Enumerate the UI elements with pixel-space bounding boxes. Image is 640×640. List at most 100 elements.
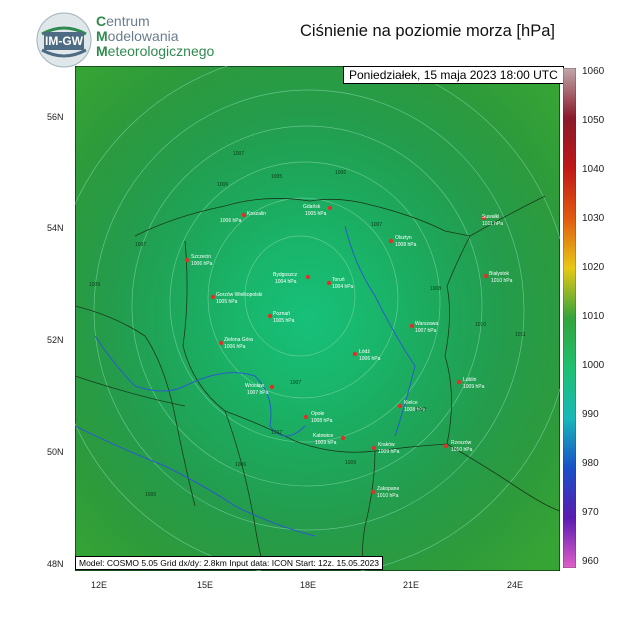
svg-text:Białystok: Białystok (489, 271, 510, 277)
svg-text:1009 hPa: 1009 hPa (315, 440, 337, 446)
svg-text:1009: 1009 (345, 460, 356, 466)
svg-text:1008 hPa: 1008 hPa (395, 242, 417, 248)
svg-text:1007: 1007 (290, 380, 301, 386)
lat-label-52n: 52N (47, 335, 64, 345)
colorbar-label-1010: 1010 (582, 311, 605, 322)
lon-label-21e: 21E (403, 580, 420, 590)
rivers (75, 225, 416, 537)
lat-label-56n: 56N (47, 112, 64, 122)
imgw-logo: IM-GW (36, 12, 92, 68)
svg-text:1010: 1010 (475, 322, 486, 328)
svg-text:Kielce: Kielce (404, 400, 418, 406)
svg-text:Gdańsk: Gdańsk (303, 204, 321, 210)
svg-text:1005: 1005 (145, 492, 156, 498)
svg-text:1009 hPa: 1009 hPa (378, 449, 400, 455)
isobar-labels: 1005 1007 1006 1007 1009 1007 1008 1010 … (89, 151, 526, 498)
svg-text:Koszalin: Koszalin (247, 211, 266, 217)
svg-text:1007: 1007 (233, 151, 244, 157)
svg-text:1005 hPa: 1005 hPa (305, 211, 327, 217)
svg-text:1006 hPa: 1006 hPa (191, 261, 213, 267)
svg-text:Wrocław: Wrocław (245, 383, 264, 389)
isobars (75, 66, 560, 571)
svg-text:Gorzów Wielkopolski: Gorzów Wielkopolski (216, 292, 262, 298)
svg-text:1006: 1006 (217, 182, 228, 188)
svg-text:1006: 1006 (335, 170, 346, 176)
pressure-field (75, 66, 560, 571)
svg-text:Rzeszów: Rzeszów (451, 440, 472, 446)
svg-text:Olsztyn: Olsztyn (395, 235, 412, 241)
svg-text:1008: 1008 (430, 286, 441, 292)
svg-text:1007 hPa: 1007 hPa (415, 328, 437, 334)
colorbar-label-1060: 1060 (582, 66, 605, 77)
lon-label-12e: 12E (91, 580, 108, 590)
svg-text:IM-GW: IM-GW (45, 34, 84, 48)
svg-text:Opole: Opole (311, 411, 325, 417)
svg-text:Kraków: Kraków (378, 442, 395, 448)
svg-text:Łódź: Łódź (359, 349, 370, 355)
svg-text:1005: 1005 (271, 174, 282, 180)
org-name: Centrum Modelowania Meteorologicznego (96, 14, 214, 59)
svg-text:1005 hPa: 1005 hPa (216, 299, 238, 305)
svg-text:Zielona Góra: Zielona Góra (224, 337, 253, 343)
svg-text:1011 hPa: 1011 hPa (482, 221, 503, 227)
svg-text:Lublin: Lublin (463, 377, 477, 383)
colorbar-label-990: 990 (582, 409, 599, 420)
colorbar-label-1000: 1000 (582, 360, 605, 371)
org-name-cap-1: C (96, 13, 107, 29)
colorbar-label-1040: 1040 (582, 164, 605, 175)
svg-text:1006 hPa: 1006 hPa (224, 344, 246, 350)
svg-text:Toruń: Toruń (332, 277, 345, 283)
svg-text:Suwałki: Suwałki (482, 214, 499, 220)
model-info: Model: COSMO 5.05 Grid dx/dy: 2.8km Inpu… (75, 556, 384, 570)
svg-text:1007: 1007 (271, 430, 282, 436)
borders (75, 195, 560, 571)
org-name-cap-3: M (96, 43, 108, 59)
svg-text:1005 hPa: 1005 hPa (273, 318, 295, 324)
map-title: Ciśnienie na poziomie morza [hPa] (300, 22, 555, 40)
svg-text:1008 hPa: 1008 hPa (404, 407, 426, 413)
org-name-line-1: entrum (106, 13, 150, 29)
colorbar-label-960: 960 (582, 556, 599, 567)
svg-text:1007: 1007 (371, 222, 382, 228)
svg-text:1011: 1011 (515, 332, 526, 338)
pressure-colorbar (563, 68, 576, 568)
svg-text:1006 hPa: 1006 hPa (359, 356, 381, 362)
colorbar-label-970: 970 (582, 507, 599, 518)
forecast-date: Poniedziałek, 15 maja 2023 18:00 UTC (343, 66, 564, 84)
svg-text:Zakopane: Zakopane (377, 486, 399, 492)
svg-text:Poznań: Poznań (273, 311, 290, 317)
lat-label-50n: 50N (47, 447, 64, 457)
org-name-cap-2: M (96, 28, 108, 44)
svg-text:1006: 1006 (235, 462, 246, 468)
org-name-line-3: eteorologicznego (107, 43, 215, 59)
org-name-line-2: odelowania (107, 28, 179, 44)
svg-text:1007 hPa: 1007 hPa (247, 390, 269, 396)
colorbar-label-1030: 1030 (582, 213, 605, 224)
city-koszalin: Koszalin 1006 hPa (220, 211, 266, 224)
colorbar-label-980: 980 (582, 458, 599, 469)
svg-text:1004 hPa: 1004 hPa (275, 279, 297, 285)
colorbar-label-1020: 1020 (582, 262, 605, 273)
svg-text:Bydgoszcz: Bydgoszcz (273, 272, 298, 278)
svg-text:Warszawa: Warszawa (415, 321, 438, 327)
svg-text:1010 hPa: 1010 hPa (491, 278, 513, 284)
svg-text:1008 hPa: 1008 hPa (311, 418, 333, 424)
